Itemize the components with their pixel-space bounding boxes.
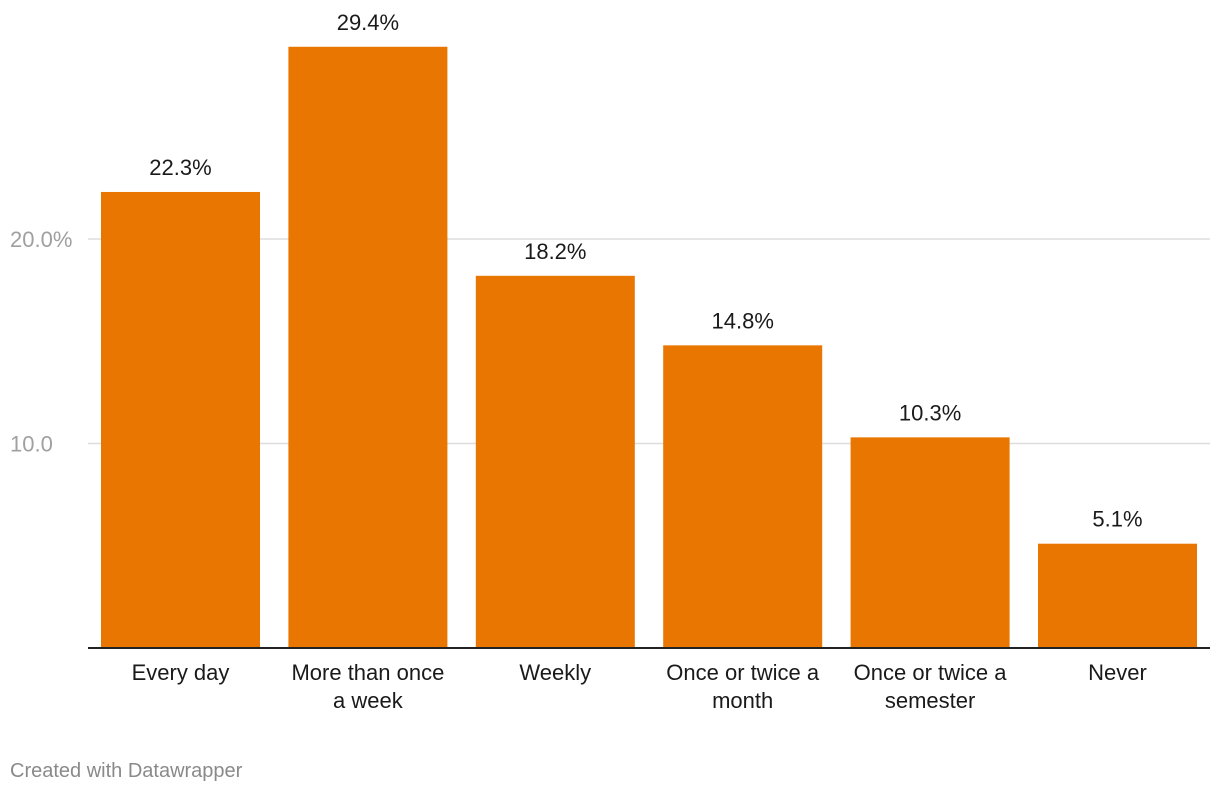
bar-value-label: 14.8% xyxy=(712,308,774,333)
category-label: Once or twice a semester xyxy=(854,660,1008,713)
category-label: Once or twice a month xyxy=(666,660,820,713)
labels: 10.0 20.0% 22.3% Every day 29.4% More than on… xyxy=(10,10,1147,713)
bar xyxy=(101,191,260,648)
category-label: More than once a week xyxy=(291,660,444,713)
y-tick-label: 20.0% xyxy=(10,227,72,252)
category-label: Weekly xyxy=(519,660,591,685)
bar-value-label: 10.3% xyxy=(899,400,961,425)
bar-chart: 10.0 20.0% 22.3% Every day 29.4% More than on… xyxy=(10,10,1210,713)
category-label: Every day xyxy=(132,660,230,685)
bar xyxy=(475,275,635,648)
bar-value-label: 18.2% xyxy=(524,239,586,264)
bar xyxy=(663,345,823,648)
bars xyxy=(101,46,1197,648)
bar xyxy=(1038,543,1197,648)
bar-value-label: 29.4% xyxy=(337,10,399,35)
bar xyxy=(288,46,448,648)
bar-value-label: 5.1% xyxy=(1092,507,1142,532)
category-label: Never xyxy=(1088,660,1147,685)
y-tick-label: 10.0 xyxy=(10,432,53,457)
bar xyxy=(850,437,1010,648)
gridlines xyxy=(88,238,1210,445)
bar-value-label: 22.3% xyxy=(149,155,211,180)
footer-credit: Created with Datawrapper xyxy=(10,760,243,782)
